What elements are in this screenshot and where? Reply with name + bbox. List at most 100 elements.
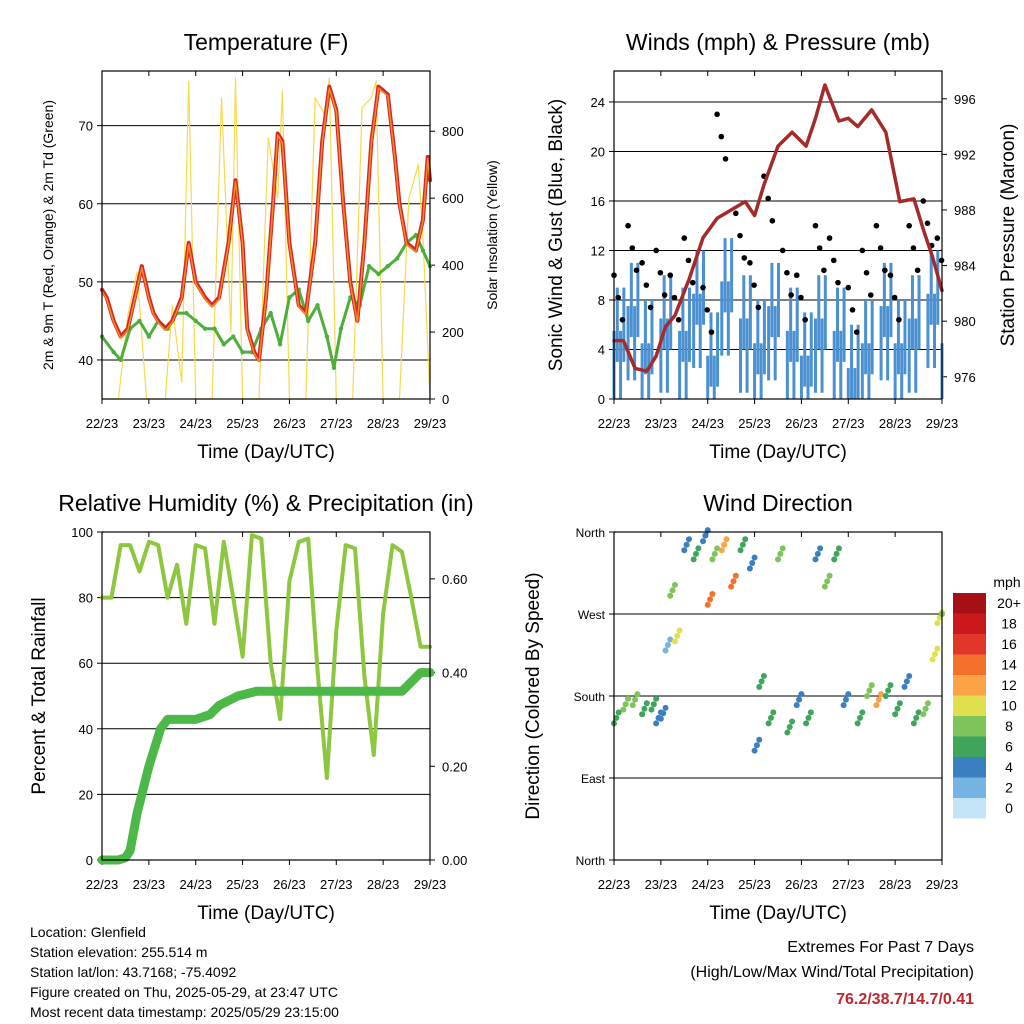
gust-point xyxy=(896,316,902,323)
y2-tick-label: 0.60 xyxy=(442,572,467,587)
direction-point xyxy=(707,596,714,603)
direction-point xyxy=(622,701,629,708)
direction-point xyxy=(702,532,709,539)
direction-point xyxy=(826,572,833,579)
direction-point xyxy=(868,682,875,689)
direction-point xyxy=(662,647,669,654)
direction-point xyxy=(887,682,894,689)
gust-point xyxy=(887,272,894,279)
direction-point xyxy=(864,693,871,699)
direction-point xyxy=(922,705,929,712)
x-tick-label: 26/23 xyxy=(273,416,306,431)
y-tick-label: North xyxy=(576,526,605,540)
y2-tick-label: 600 xyxy=(442,191,464,206)
extremes-subtitle: (High/Low/Max Wind/Total Precipitation) xyxy=(690,964,974,981)
gust-point xyxy=(615,294,622,301)
gust-point xyxy=(821,267,827,274)
direction-point xyxy=(931,651,938,658)
gust-point xyxy=(755,304,762,311)
x-tick-label: 28/23 xyxy=(367,877,400,892)
direction-point xyxy=(807,709,814,716)
x-tick-label: 25/23 xyxy=(738,877,771,892)
direction-point xyxy=(934,620,941,627)
gust-point xyxy=(619,316,626,323)
y-tick-label: 12 xyxy=(591,243,605,258)
gust-point xyxy=(826,235,833,241)
direction-point xyxy=(700,538,707,545)
direction-point xyxy=(685,536,692,543)
x-axis-label: Time (Day/UTC) xyxy=(197,903,335,924)
created-text: Figure created on Thu, 2025-05-29, at 23… xyxy=(30,984,338,1000)
legend-label: 8 xyxy=(1005,718,1013,734)
direction-point xyxy=(817,545,824,552)
direction-point xyxy=(765,720,772,727)
y-axis-label: Percent & Total Rainfall xyxy=(29,597,50,794)
direction-point xyxy=(901,683,908,690)
legend-swatch xyxy=(953,757,986,778)
direction-point xyxy=(915,709,922,716)
dewpoint-point xyxy=(146,334,152,339)
x-tick-label: 22/23 xyxy=(86,877,119,892)
direction-point xyxy=(681,547,688,554)
y-tick-label: 70 xyxy=(79,119,93,134)
direction-point xyxy=(732,572,739,579)
direction-point xyxy=(641,705,648,712)
legend-label: 2 xyxy=(1005,780,1013,796)
direction-point xyxy=(664,641,671,648)
x-tick-label: 28/23 xyxy=(879,416,912,431)
direction-point xyxy=(885,687,892,694)
gust-point xyxy=(835,279,841,286)
direction-point xyxy=(711,550,718,557)
x-tick-label: 27/23 xyxy=(832,416,865,431)
y2-tick-label: 400 xyxy=(442,258,464,273)
gust-point xyxy=(653,247,659,254)
direction-point xyxy=(714,545,721,552)
y-tick-label: 8 xyxy=(598,293,605,308)
x-tick-label: 29/23 xyxy=(414,877,447,892)
direction-point xyxy=(760,672,767,679)
dewpoint-point xyxy=(193,318,198,324)
legend-title: mph xyxy=(993,574,1020,590)
gust-point xyxy=(816,245,823,251)
direction-point xyxy=(671,638,678,645)
y2-tick-label: 996 xyxy=(954,92,976,107)
legend-label: 4 xyxy=(1005,759,1013,775)
direction-point xyxy=(812,556,819,563)
gust-point xyxy=(639,260,645,266)
y-tick-label: 40 xyxy=(79,353,93,368)
dewpoint-point xyxy=(385,264,391,269)
direction-point xyxy=(803,720,810,727)
x-tick-label: 27/23 xyxy=(320,877,353,892)
dewpoint-point xyxy=(366,264,372,269)
direction-point xyxy=(690,556,697,563)
direction-point xyxy=(653,720,660,727)
direction-point xyxy=(653,695,660,702)
direction-point xyxy=(866,687,873,694)
direction-point xyxy=(657,715,664,722)
gust-point xyxy=(747,260,753,266)
x-tick-label: 29/23 xyxy=(414,416,447,431)
dewpoint-point xyxy=(287,295,292,300)
y2-tick-label: 0 xyxy=(442,392,449,407)
direction-point xyxy=(924,700,931,707)
gust-point xyxy=(681,235,688,241)
legend-swatch xyxy=(953,593,986,614)
direction-point xyxy=(746,565,753,572)
direction-point xyxy=(805,714,812,721)
y2-axis-label: Solar Insolation (Yellow) xyxy=(484,160,500,310)
x-tick-label: 27/23 xyxy=(320,416,353,431)
direction-point xyxy=(667,636,674,643)
dewpoint-point xyxy=(268,310,273,316)
dewpoint-point xyxy=(202,326,208,331)
direction-point xyxy=(639,711,646,718)
x-tick-label: 23/23 xyxy=(645,877,678,892)
direction-point xyxy=(718,547,725,554)
direction-point xyxy=(751,554,758,561)
direction-point xyxy=(650,701,657,708)
dewpoint-point xyxy=(118,357,123,363)
legend-swatch xyxy=(953,634,986,655)
dewpoint-point xyxy=(277,342,283,347)
direction-point xyxy=(756,736,763,743)
x-axis-label: Time (Day/UTC) xyxy=(709,442,847,463)
